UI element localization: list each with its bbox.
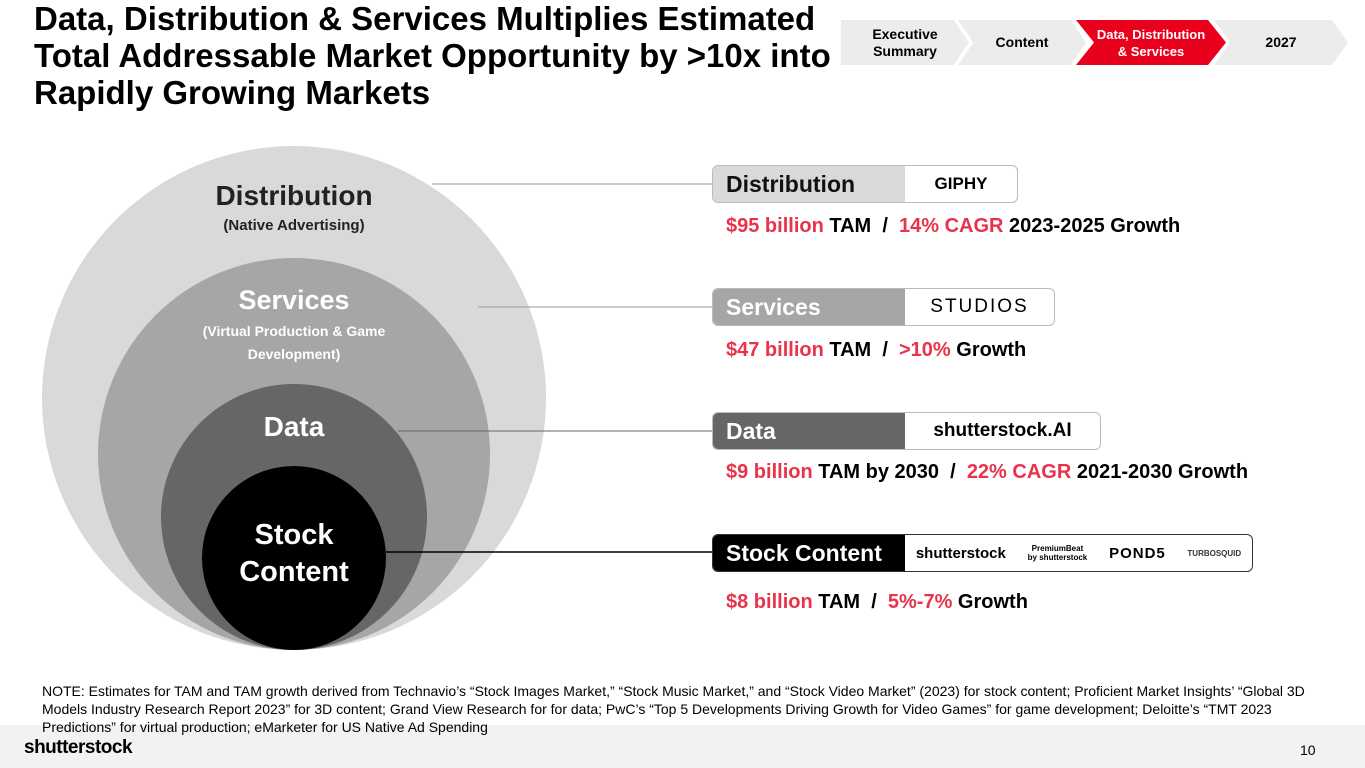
stock-circle-title: Stock Content bbox=[239, 519, 349, 588]
page-title: Data, Distribution & Services Multiplies… bbox=[34, 0, 831, 111]
page-number: 10 bbox=[1300, 742, 1316, 758]
services-bar: Services STUDIOS bbox=[712, 288, 1055, 326]
data-stat: $9 billion TAM by 2030 / 22% CAGR 2021-2… bbox=[726, 461, 1249, 483]
data-circle-title: Data bbox=[263, 411, 325, 442]
shutterstock-ai-logo: shutterstock.AI bbox=[933, 420, 1072, 441]
stock-content-logos: shutterstock PremiumBeat by shutterstock… bbox=[905, 535, 1252, 571]
shutterstock-footer-logo: shutterstock bbox=[24, 737, 133, 758]
stock-circle bbox=[202, 466, 386, 650]
studios-logo: STUDIOS bbox=[930, 296, 1029, 317]
stock-content-label: Stock Content bbox=[713, 535, 905, 571]
services-circle-title: Services bbox=[238, 285, 350, 315]
footnote: NOTE: Estimates for TAM and TAM growth d… bbox=[42, 683, 1305, 735]
data-label: Data bbox=[713, 413, 905, 449]
nav-2027[interactable]: 2027 bbox=[1214, 20, 1348, 65]
giphy-logo: GIPHY bbox=[934, 174, 988, 193]
services-label: Services bbox=[713, 289, 905, 325]
distribution-circle-title: Distribution bbox=[215, 180, 373, 211]
pond5-logo: POND5 bbox=[1109, 544, 1166, 562]
distribution-bar: Distribution GIPHY bbox=[712, 165, 1018, 203]
services-stat: $47 billion TAM / >10% Growth bbox=[726, 339, 1027, 361]
footer bbox=[0, 725, 1365, 768]
nav-executive-summary[interactable]: Executive Summary bbox=[841, 20, 969, 65]
distribution-label: Distribution bbox=[713, 166, 905, 202]
stock-content-bar: Stock Content shutterstock PremiumBeat b… bbox=[712, 534, 1253, 572]
premiumbeat-logo: PremiumBeat by shutterstock bbox=[1027, 544, 1088, 562]
distribution-stat: $95 billion TAM / 14% CAGR 2023-2025 Gro… bbox=[726, 215, 1181, 237]
nav-content[interactable]: Content bbox=[958, 20, 1086, 65]
services-circle-subtitle: (Virtual Production & Game Development) bbox=[202, 323, 386, 362]
stock-content-stat: $8 billion TAM / 5%-7% Growth bbox=[726, 591, 1028, 613]
shutterstock-logo: shutterstock bbox=[915, 544, 1006, 562]
distribution-circle-subtitle: (Native Advertising) bbox=[223, 217, 365, 234]
data-bar: Data shutterstock.AI bbox=[712, 412, 1101, 450]
turbosquid-logo: TURBOSQUID bbox=[1187, 548, 1242, 558]
nav-data-distribution-services[interactable]: Data, Distribution & Services bbox=[1076, 20, 1226, 65]
